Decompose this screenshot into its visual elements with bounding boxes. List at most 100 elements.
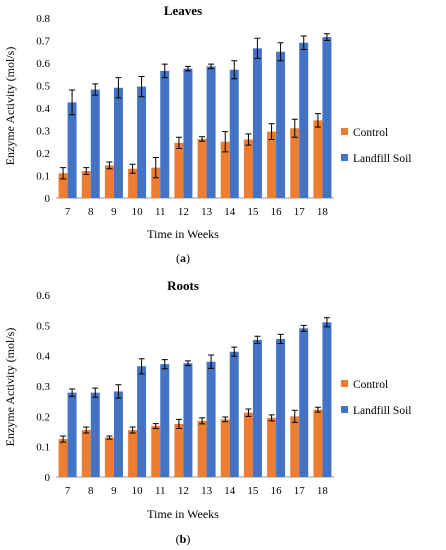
chart-a-ytick: 0.1 <box>36 171 50 183</box>
chart-b-error-bar <box>208 354 215 369</box>
chart-b-bar-control <box>174 423 184 477</box>
chart-b-error-bar <box>314 406 321 413</box>
chart-a-error-bar <box>184 65 191 72</box>
chart-a-error-bar <box>199 136 206 142</box>
chart-a-error-bar <box>300 35 307 50</box>
chart-b-bar-landfill <box>90 392 100 477</box>
chart-a-bar-landfill <box>183 68 193 198</box>
chart-b-bar-control <box>220 419 230 477</box>
chart-a-xtick: 8 <box>88 206 94 218</box>
chart-b-error-bar <box>222 416 229 423</box>
chart-a-error-bar <box>222 131 229 153</box>
chart-a-bar-landfill <box>322 37 332 198</box>
chart-a-bar-landfill <box>276 51 286 198</box>
chart-b-error-bar <box>129 426 136 434</box>
chart-b-bar-control <box>197 420 207 477</box>
chart-b-xtick: 13 <box>201 485 213 497</box>
chart-a-bar-control <box>58 173 68 198</box>
chart-a-legend-label: Control <box>353 127 388 139</box>
chart-a-bar-landfill <box>229 69 239 198</box>
chart-b-title: Roots <box>167 278 199 293</box>
chart-a-bar-control <box>220 141 230 198</box>
chart-a-xtick: 7 <box>65 206 71 218</box>
chart-b-bar-landfill <box>299 328 309 477</box>
chart-a-bar-control <box>290 128 300 198</box>
chart-b-ytick: 0.4 <box>36 351 50 363</box>
chart-b-xtick: 10 <box>132 485 144 497</box>
chart-b-bar-control <box>104 437 114 477</box>
chart-a-legend-swatch <box>341 128 348 135</box>
chart-a-bar-landfill <box>299 42 309 198</box>
chart-a-ytick: 0 <box>45 193 51 205</box>
chart-a-error-bar <box>254 37 261 59</box>
chart-b-bar-control <box>81 429 91 477</box>
chart-a-legend-label: Landfill Soil <box>353 153 411 165</box>
chart-b-error-bar <box>277 333 284 345</box>
chart-a-error-bar <box>161 63 168 79</box>
chart-a-xtick: 13 <box>201 206 213 218</box>
chart-a-bar-control <box>81 171 91 198</box>
chart-b-bar-control <box>128 429 138 477</box>
chart-b-ytick: 0.5 <box>36 320 50 332</box>
chart-a-bar-landfill <box>90 89 100 198</box>
chart-b-bar-landfill <box>183 363 193 477</box>
chart-a-error-bar <box>129 163 136 174</box>
chart-a-error-bar <box>314 113 321 128</box>
panel-label-b: (b) <box>176 532 191 546</box>
chart-b-bar-landfill <box>137 366 147 477</box>
chart-b-error-bar <box>231 346 238 357</box>
chart-b-xtick: 15 <box>247 485 259 497</box>
chart-a-error-bar <box>83 167 90 175</box>
chart-a-error-bar <box>245 133 252 146</box>
chart-b-bar-landfill <box>322 322 332 477</box>
chart-b-error-bar <box>184 360 191 367</box>
chart-a-title: Leaves <box>164 3 202 18</box>
chart-b-error-bar <box>245 408 252 417</box>
chart-a-bar-landfill <box>252 48 262 198</box>
chart-b-xtick: 8 <box>88 485 94 497</box>
chart-b-error-bar <box>291 409 298 423</box>
chart-a-error-bar <box>268 123 275 140</box>
chart-a-ytick: 0.2 <box>36 148 50 160</box>
chart-b-xtick: 18 <box>317 485 329 497</box>
chart-a-error-bar <box>175 136 182 149</box>
chart-b-bar-landfill <box>206 361 216 477</box>
chart-a-bar-landfill <box>137 86 147 198</box>
chart-a-xtick: 16 <box>271 206 283 218</box>
chart-a-bar-control <box>128 168 138 198</box>
chart-b-legend-swatch <box>341 380 348 387</box>
chart-b-bar-landfill <box>113 391 123 477</box>
chart-b-xtick: 9 <box>111 485 117 497</box>
chart-b-ytick: 0.2 <box>36 411 50 423</box>
chart-b-error-bar <box>175 418 182 429</box>
chart-b-error-bar <box>254 335 261 345</box>
chart-b-error-bar <box>152 423 159 429</box>
chart-a-bar-landfill <box>206 66 216 198</box>
chart-b-xtick: 14 <box>224 485 236 497</box>
chart-b-bar-control <box>58 439 68 477</box>
chart-b-ytick: 0.6 <box>36 290 50 302</box>
chart-a-ylabel: Enzyme Activity (mol/s) <box>3 47 17 166</box>
chart-a-bar-control <box>313 120 323 198</box>
chart-b-error-bar <box>92 387 99 398</box>
chart-b-error-bar <box>161 359 168 370</box>
chart-b-bar-control <box>151 426 161 477</box>
chart-b-xtick: 7 <box>65 485 71 497</box>
chart-a-xtick: 11 <box>155 206 166 218</box>
chart-a-error-bar <box>69 89 76 116</box>
chart-b-bar-control <box>313 409 323 477</box>
chart-a-error-bar <box>92 83 99 96</box>
chart-a-bar-control <box>267 131 277 198</box>
chart-a-leaves: 0 0.1 0.2 0.3 0.4 0.5 0.6 0.7 0.8 7 8 9 10 11 12 13 14 15… <box>36 13 411 218</box>
chart-b-ytick: 0.3 <box>36 381 50 393</box>
chart-a-xtick: 14 <box>224 206 236 218</box>
chart-b-error-bar <box>115 384 122 399</box>
chart-b-bar-landfill <box>229 351 239 477</box>
chart-a-xlabel: Time in Weeks <box>147 227 219 241</box>
chart-a-bar-control <box>104 165 114 198</box>
chart-b-bar-landfill <box>160 364 170 477</box>
chart-b-xtick: 16 <box>271 485 283 497</box>
chart-b-bar-control <box>243 412 253 477</box>
chart-b-legend-label: Control <box>353 379 388 391</box>
chart-b-xtick: 12 <box>178 485 189 497</box>
